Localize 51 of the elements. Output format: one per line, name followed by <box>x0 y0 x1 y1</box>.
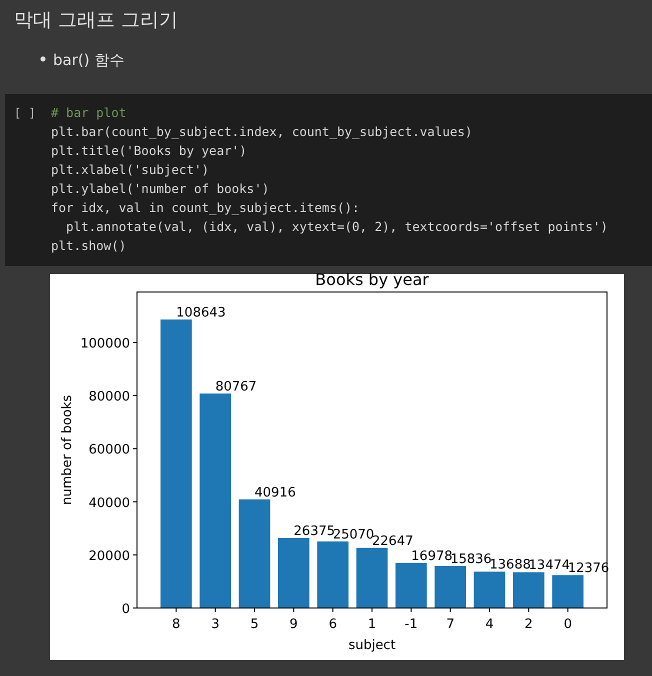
x-tick-label: 0 <box>564 617 572 632</box>
data-label: 80767 <box>215 380 257 395</box>
x-tick-label: 2 <box>524 617 533 632</box>
y-tick-label: 100000 <box>80 336 130 352</box>
x-tick-label: 6 <box>328 617 337 632</box>
text: plt.xlabel('subject') <box>51 162 210 177</box>
data-label: 13688 <box>490 558 531 573</box>
x-tick-label: 4 <box>485 617 494 632</box>
text: for idx, val in count_by_subject.items(): <box>51 200 360 215</box>
bar <box>396 562 427 608</box>
bar <box>434 566 466 608</box>
text: plt.title('Books by year') <box>51 143 247 158</box>
data-label: 22647 <box>372 534 414 549</box>
y-tick-label: 40000 <box>88 496 130 511</box>
bar <box>278 538 310 608</box>
bar <box>200 394 231 608</box>
y-axis-title: number of books <box>60 394 75 505</box>
data-label: 108643 <box>176 306 226 321</box>
text: # bar plot <box>51 105 126 120</box>
data-label: 15836 <box>450 552 492 567</box>
x-axis-title: subject <box>348 638 396 653</box>
bar <box>356 548 388 608</box>
x-tick-label: 8 <box>172 617 180 632</box>
bar <box>317 541 348 608</box>
bar <box>552 575 584 608</box>
text: plt.annotate(val, (idx, val), xytext=(0, 2), textcoords='offset points') <box>51 219 608 234</box>
bar <box>238 499 270 608</box>
y-tick-label: 0 <box>122 602 130 617</box>
x-tick-label: 1 <box>368 617 376 632</box>
bar <box>474 572 506 608</box>
data-label: 16978 <box>411 548 453 564</box>
y-tick-label: 20000 <box>88 548 130 564</box>
text: plt.ylabel('number of books') <box>51 181 270 196</box>
text: bar() 함수 <box>53 51 124 69</box>
x-tick-label: 5 <box>250 617 259 632</box>
data-label: 25070 <box>332 527 374 542</box>
x-tick-label: 7 <box>446 617 454 632</box>
text: 막대 그래프 그리기 <box>14 9 178 31</box>
chart-title: Books by year <box>315 270 430 289</box>
text: plt.bar(count_by_subject.index, count_by_subject.values) <box>51 124 472 139</box>
x-tick-label: 3 <box>211 617 220 632</box>
y-tick-label: 80000 <box>88 390 130 405</box>
x-tick-label: -1 <box>404 617 418 632</box>
data-label: 40916 <box>254 485 296 500</box>
text: [ ] <box>14 106 36 120</box>
y-tick-label: 60000 <box>88 442 130 458</box>
text: plt.show() <box>51 238 126 253</box>
bar <box>160 320 192 608</box>
data-label: 13474 <box>528 558 570 574</box>
x-tick-label: 9 <box>290 617 298 632</box>
bar <box>513 572 544 608</box>
